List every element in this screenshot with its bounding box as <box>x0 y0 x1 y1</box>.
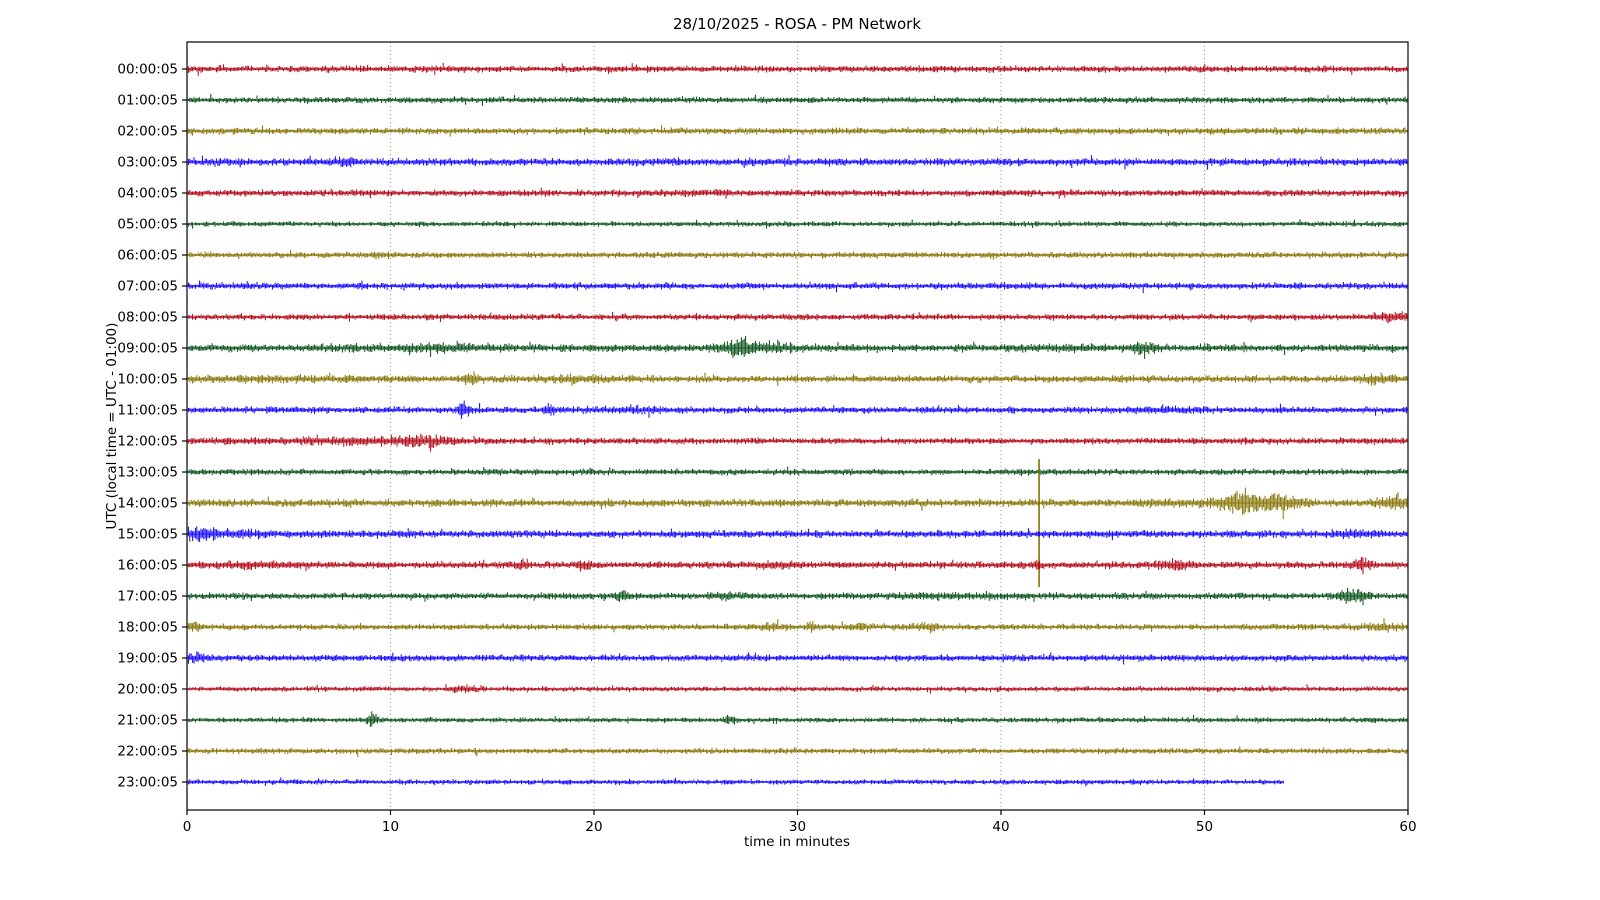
trace-row <box>186 400 1409 419</box>
waveform-16h <box>186 556 1409 575</box>
row-label: 05:00:05 <box>117 217 178 233</box>
row-label: 22:00:05 <box>117 744 178 760</box>
x-tick-label: 60 <box>1399 819 1416 835</box>
x-tick-label: 30 <box>789 819 806 835</box>
gridlines <box>390 42 1205 810</box>
row-label: 15:00:05 <box>117 527 178 543</box>
row-label: 00:00:05 <box>117 62 178 78</box>
trace-row <box>186 280 1409 294</box>
trace-row <box>186 187 1409 199</box>
row-label: 10:00:05 <box>117 372 178 388</box>
trace-row <box>186 746 1409 757</box>
x-tick-label: 40 <box>992 819 1009 835</box>
waveform-22h <box>186 746 1409 757</box>
x-tick-label: 10 <box>382 819 399 835</box>
trace-row <box>186 371 1409 386</box>
row-label: 16:00:05 <box>117 558 178 574</box>
trace-row <box>186 459 1409 587</box>
trace-row <box>186 684 1409 694</box>
row-label: 19:00:05 <box>117 651 178 667</box>
row-label: 13:00:05 <box>117 465 178 481</box>
row-label: 08:00:05 <box>117 310 178 326</box>
row-label: 03:00:05 <box>117 155 178 171</box>
row-label: 21:00:05 <box>117 713 178 729</box>
trace-row <box>186 93 1409 106</box>
trace-row <box>186 777 1284 787</box>
row-label: 18:00:05 <box>117 620 178 636</box>
row-label: 07:00:05 <box>117 279 178 295</box>
waveform-21h <box>186 711 1409 727</box>
waveform-12h <box>186 433 1409 452</box>
chart-title: 28/10/2025 - ROSA - PM Network <box>673 15 921 33</box>
trace-row <box>186 556 1409 575</box>
row-label: 06:00:05 <box>117 248 178 264</box>
trace-rows <box>186 62 1409 787</box>
row-label: 17:00:05 <box>117 589 178 605</box>
row-label: 23:00:05 <box>117 775 178 791</box>
row-label: 04:00:05 <box>117 186 178 202</box>
waveform-09h <box>186 335 1409 359</box>
trace-row <box>186 335 1409 359</box>
trace-row <box>186 433 1409 452</box>
row-label: 12:00:05 <box>117 434 178 450</box>
trace-row <box>186 62 1409 76</box>
x-tick-label: 20 <box>585 819 602 835</box>
row-label: 11:00:05 <box>117 403 178 419</box>
row-label: 20:00:05 <box>117 682 178 698</box>
x-axis-label: time in minutes <box>744 834 850 850</box>
row-label: 01:00:05 <box>117 93 178 109</box>
axes: 0 10 20 30 40 50 60 00:00:05 01:00:05 02:00:05 03:… <box>117 41 1417 835</box>
x-tick-label: 0 <box>183 819 192 835</box>
row-label: 14:00:05 <box>117 496 178 512</box>
trace-row <box>186 219 1409 229</box>
waveform-03h <box>186 155 1409 170</box>
trace-row <box>186 311 1409 324</box>
trace-row <box>186 711 1409 727</box>
trace-row <box>186 155 1409 170</box>
y-axis-label: UTC (local time = UTC - 01:00) <box>104 323 120 530</box>
trace-row <box>186 250 1409 260</box>
x-tick-label: 50 <box>1196 819 1213 835</box>
waveform-10h <box>186 371 1409 386</box>
trace-row <box>186 526 1409 542</box>
row-label: 09:00:05 <box>117 341 178 357</box>
row-label: 02:00:05 <box>117 124 178 140</box>
